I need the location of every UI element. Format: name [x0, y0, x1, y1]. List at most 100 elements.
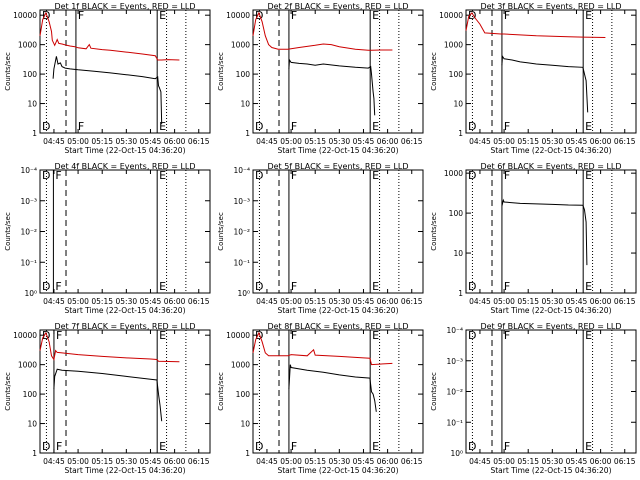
- y-tick-label: 10⁻²: [20, 228, 37, 237]
- y-tick-label: 1000: [18, 41, 37, 50]
- event-marker-label-top: F: [55, 169, 61, 182]
- event-marker-label-bottom: D: [468, 280, 476, 293]
- y-tick-label: 10⁻³: [446, 357, 463, 366]
- event-marker-label-bottom: D: [255, 440, 263, 453]
- x-tick-label: 06:15: [401, 297, 423, 306]
- x-axis-label: Start Time (22-Oct-15 04:36:20): [64, 146, 185, 155]
- x-tick-label: 05:30: [329, 297, 351, 306]
- x-tick-label: 06:00: [377, 457, 399, 466]
- event-marker-label-top: D: [468, 169, 476, 182]
- x-tick-label: 05:00: [493, 297, 515, 306]
- events-series-line: [288, 364, 377, 412]
- chart-panel-6: Det 6f BLACK = Events, RED = LLD Counts/s…: [430, 162, 637, 315]
- event-marker-label-bottom: E: [585, 440, 592, 453]
- plot-frame: [39, 169, 211, 294]
- x-tick-label: 05:30: [329, 457, 351, 466]
- x-axis-label: Start Time (22-Oct-15 04:36:20): [490, 466, 611, 475]
- event-marker-label-bottom: D: [468, 440, 476, 453]
- x-tick-label: 06:15: [614, 137, 636, 146]
- y-tick-label: 10⁻⁴: [446, 326, 463, 335]
- event-marker-label-top: F: [504, 9, 510, 22]
- events-series-line: [501, 198, 588, 266]
- event-marker-label-top: F: [78, 9, 84, 22]
- y-tick-label: 10: [240, 100, 250, 109]
- y-tick-label: 1000: [231, 361, 250, 370]
- plot-frame: [39, 9, 211, 134]
- x-tick-label: 05:30: [329, 137, 351, 146]
- event-marker-label-top: D: [42, 169, 50, 182]
- chart-title: Det 2f BLACK = Events, RED = LLD: [267, 2, 408, 11]
- x-tick-label: 06:00: [164, 457, 186, 466]
- x-tick-label: 05:15: [91, 457, 113, 466]
- x-tick-label: 06:00: [377, 137, 399, 146]
- plot-frame: [252, 329, 424, 454]
- event-marker-label-bottom: E: [159, 440, 166, 453]
- x-tick-label: 05:00: [280, 297, 302, 306]
- event-marker-label-bottom: F: [504, 280, 510, 293]
- x-tick-label: 05:30: [542, 457, 564, 466]
- x-tick-label: 05:00: [280, 137, 302, 146]
- x-tick-label: 05:15: [91, 297, 113, 306]
- x-tick-label: 06:15: [188, 137, 210, 146]
- x-tick-label: 05:45: [353, 137, 375, 146]
- x-tick-label: 05:45: [353, 457, 375, 466]
- y-tick-label: 10⁻²: [233, 228, 250, 237]
- event-marker-label-top: E: [585, 9, 592, 22]
- event-marker-label-top: F: [291, 169, 297, 182]
- y-tick-label: 10⁻⁴: [233, 166, 250, 175]
- x-tick-label: 06:15: [188, 297, 210, 306]
- chart-panel-8: Det 8f BLACK = Events, RED = LLD Counts/s…: [217, 322, 424, 475]
- event-marker-label-bottom: D: [255, 120, 263, 133]
- event-marker-label-bottom: D: [42, 280, 50, 293]
- y-tick-label: 10: [453, 100, 463, 109]
- x-tick-label: 05:45: [566, 297, 588, 306]
- chart-panel-9: Det 9f BLACK = Events, RED = LLD Counts/s…: [430, 322, 637, 475]
- y-axis-label: Counts/sec: [430, 372, 438, 411]
- events-series-line: [288, 58, 376, 116]
- x-tick-label: 04:45: [469, 457, 491, 466]
- lld-series-line: [465, 12, 606, 38]
- x-axis-label: Start Time (22-Oct-15 04:36:20): [64, 466, 185, 475]
- event-marker-label-bottom: E: [372, 120, 379, 133]
- event-marker-label-bottom: F: [291, 280, 297, 293]
- x-tick-label: 05:15: [304, 297, 326, 306]
- y-tick-label: 10000: [226, 11, 250, 20]
- x-tick-label: 05:45: [566, 457, 588, 466]
- event-marker-label-top: F: [504, 169, 510, 182]
- y-axis-label: Counts/sec: [4, 52, 12, 91]
- y-axis-label: Counts/sec: [217, 372, 225, 411]
- event-marker-label-bottom: E: [159, 120, 166, 133]
- x-tick-label: 06:00: [590, 137, 612, 146]
- event-marker-label-bottom: D: [468, 120, 476, 133]
- y-axis-label: Counts/sec: [4, 372, 12, 411]
- event-marker-label-top: D: [468, 329, 476, 342]
- x-tick-label: 04:45: [43, 297, 65, 306]
- event-marker-label-top: F: [291, 9, 297, 22]
- x-tick-label: 06:00: [377, 297, 399, 306]
- x-tick-label: 06:15: [401, 137, 423, 146]
- chart-panel-3: Det 3f BLACK = Events, RED = LLD Counts/s…: [430, 2, 637, 155]
- y-axis-label: Counts/sec: [217, 212, 225, 251]
- plot-frame: [465, 9, 637, 134]
- y-axis-label: Counts/sec: [4, 212, 12, 251]
- y-tick-label: 10⁻³: [20, 197, 37, 206]
- y-tick-label: 1000: [444, 41, 463, 50]
- x-tick-label: 05:45: [566, 137, 588, 146]
- event-marker-label-top: E: [372, 169, 379, 182]
- x-tick-label: 04:45: [43, 137, 65, 146]
- chart-panel-4: Det 4f BLACK = Events, RED = LLD Counts/s…: [4, 162, 211, 315]
- event-marker-label-bottom: F: [55, 280, 61, 293]
- chart-panel-7: Det 7f BLACK = Events, RED = LLD Counts/s…: [4, 322, 211, 475]
- event-marker-label-top: D: [42, 329, 50, 342]
- y-tick-label: 1: [32, 449, 37, 458]
- event-marker-label-bottom: E: [159, 280, 166, 293]
- events-series-line: [53, 368, 163, 422]
- event-marker-label-top: E: [159, 169, 166, 182]
- event-marker-label-bottom: D: [42, 440, 50, 453]
- y-tick-label: 10000: [226, 331, 250, 340]
- plot-frame: [252, 169, 424, 294]
- x-tick-label: 05:30: [116, 137, 138, 146]
- event-marker-label-top: E: [372, 9, 379, 22]
- chart-title: Det 1f BLACK = Events, RED = LLD: [54, 2, 195, 11]
- y-tick-label: 1: [458, 129, 463, 138]
